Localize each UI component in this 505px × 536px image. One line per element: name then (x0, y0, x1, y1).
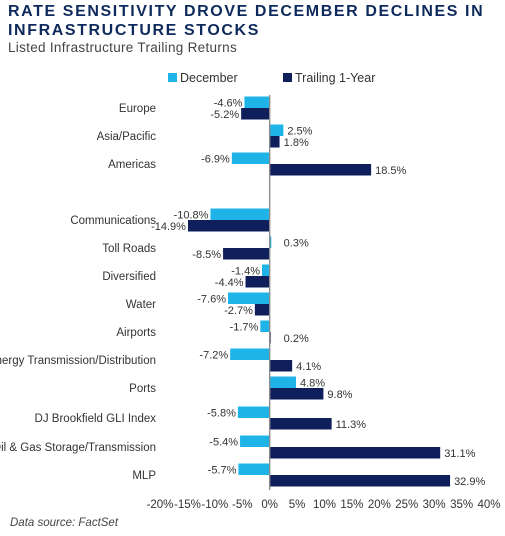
bar-trailing (269, 360, 293, 372)
data-label: 11.3% (336, 419, 367, 431)
bar-december (227, 292, 270, 304)
data-label: 9.8% (327, 389, 352, 401)
bar-december (269, 124, 284, 136)
data-label: 4.8% (300, 377, 325, 389)
category-label: DJ Brookfield GLI Index (35, 413, 157, 425)
bar-trailing (269, 475, 451, 487)
data-label: -10.8% (174, 209, 209, 221)
data-label: -5.7% (208, 464, 237, 476)
bar-december (210, 208, 270, 220)
data-label: -4.6% (214, 97, 243, 109)
bar-trailing (223, 248, 270, 260)
legend-swatch-0 (168, 73, 177, 82)
axis-group: -20% -15% -10% -5% 0% 5% 10% 15% 20% 25% 30% 35% 40% (147, 95, 501, 511)
data-label: 0.3% (284, 237, 309, 249)
category-label: Water (126, 299, 156, 311)
category-label: Oil & Gas Storage/Transmission (0, 442, 156, 454)
bar-december (231, 152, 270, 164)
bar-december (237, 406, 270, 418)
bar-trailing (241, 108, 270, 120)
legend-swatch-1 (283, 73, 292, 82)
chart-subtitle: Listed Infrastructure Trailing Returns (8, 40, 237, 55)
data-label: 0.2% (284, 333, 309, 345)
data-label: -5.4% (209, 436, 238, 448)
bar-trailing (269, 418, 332, 430)
bar-trailing (254, 304, 270, 316)
data-label: 1.8% (284, 137, 309, 149)
bar-december (269, 376, 296, 388)
legend-label-0: December (180, 71, 238, 85)
bar-trailing (187, 220, 270, 232)
category-label: Europe (119, 103, 156, 115)
category-label: Airports (116, 327, 156, 339)
bar-december (261, 264, 270, 276)
category-label: Toll Roads (102, 243, 156, 255)
bar-december (230, 348, 270, 360)
bar-december (240, 435, 270, 447)
data-label: -7.6% (197, 293, 226, 305)
bar-trailing (269, 447, 441, 459)
data-label: -1.4% (231, 265, 260, 277)
category-label: Communications (70, 215, 156, 227)
x-tick-label: 15% (340, 499, 363, 511)
category-label: Diversified (102, 271, 156, 283)
data-label: 4.1% (296, 361, 321, 373)
data-label: -7.2% (199, 349, 228, 361)
category-label: Energy Transmission/Distribution (0, 355, 156, 367)
data-label: -2.7% (224, 305, 253, 317)
category-label: Ports (129, 383, 156, 395)
legend-label-1: Trailing 1-Year (295, 71, 375, 85)
x-tick-label: -5% (232, 499, 252, 511)
x-tick-label: 5% (289, 499, 306, 511)
x-tick-label: -20% (147, 499, 174, 511)
x-tick-label: 25% (395, 499, 418, 511)
data-source-note: Data source: FactSet (10, 517, 119, 529)
bars-group: Europe -4.6%-5.2% Asia/Pacific 2.5%1.8% Amer… (0, 96, 485, 488)
bar-trailing (269, 388, 324, 400)
category-label: Asia/Pacific (97, 131, 157, 143)
x-tick-label: 0% (261, 499, 278, 511)
data-label: -4.4% (215, 277, 244, 289)
bar-trailing (269, 136, 280, 148)
data-label: -1.7% (230, 321, 259, 333)
x-tick-label: -15% (174, 499, 201, 511)
data-label: 2.5% (287, 125, 312, 137)
category-label: Americas (108, 159, 156, 171)
data-label: 31.1% (444, 448, 475, 460)
chart-title: RATE SENSITIVITY DROVE DECEMBER DECLINES… (8, 3, 485, 39)
bar-trailing (269, 164, 372, 176)
x-tick-label: 30% (423, 499, 446, 511)
bar-december (269, 236, 272, 248)
x-tick-label: 20% (368, 499, 391, 511)
bar-december (238, 463, 270, 475)
data-label: 18.5% (375, 165, 406, 177)
data-label: 32.9% (454, 476, 485, 488)
data-label: -5.8% (207, 407, 236, 419)
bar-december (244, 96, 270, 108)
data-label: -5.2% (210, 109, 239, 121)
category-label: MLP (132, 470, 156, 482)
x-tick-label: -10% (201, 499, 228, 511)
bar-trailing (245, 276, 270, 288)
data-label: -8.5% (192, 249, 221, 261)
data-label: -6.9% (201, 153, 230, 165)
legend: December Trailing 1-Year (168, 71, 375, 85)
x-tick-label: 10% (313, 499, 336, 511)
data-label: -14.9% (151, 221, 186, 233)
x-tick-label: 40% (477, 499, 500, 511)
x-tick-label: 35% (450, 499, 473, 511)
bar-december (260, 320, 270, 332)
